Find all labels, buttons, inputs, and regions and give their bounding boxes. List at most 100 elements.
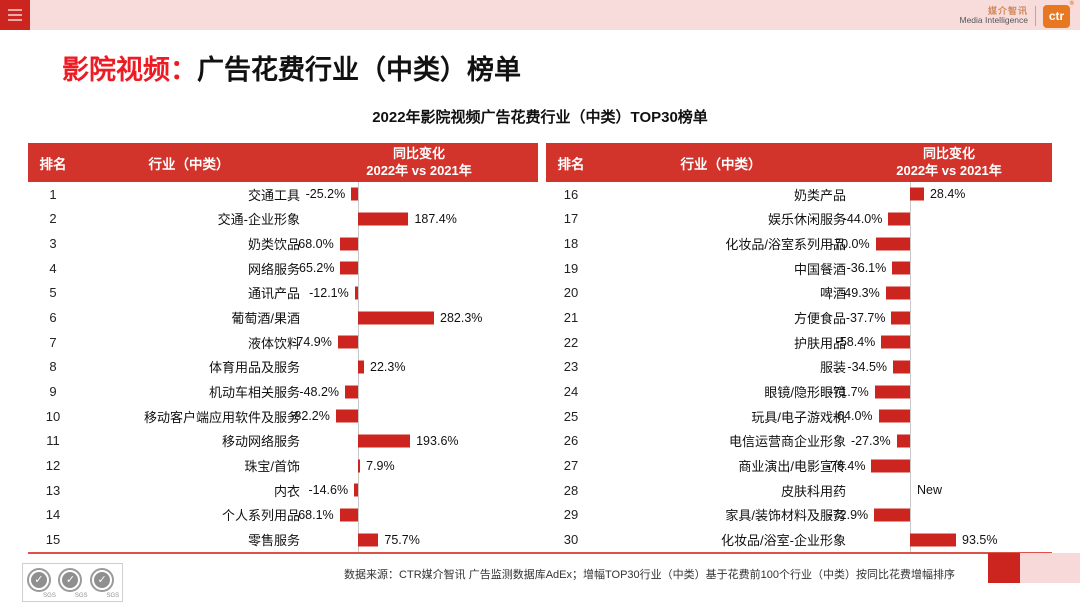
table-row: 20 啤酒 -49.3% xyxy=(546,281,1052,306)
rank-cell: 30 xyxy=(563,532,579,548)
ranking-table-16-30: 排名 行业（中类） 同比变化 2022年 vs 2021年 16 奶类产品 28.4… xyxy=(546,143,1052,552)
table-row: 13 内衣 -14.6% xyxy=(28,478,538,503)
table-row: 23 服装 -34.5% xyxy=(546,355,1052,380)
change-value: -68.1% xyxy=(294,507,334,522)
zero-axis-line xyxy=(910,182,911,552)
table-row: 4 网络服务 -65.2% xyxy=(28,256,538,281)
change-bar-cell: 282.3% xyxy=(300,305,538,330)
table-row: 2 交通-企业形象 187.4% xyxy=(28,207,538,232)
rank-cell: 29 xyxy=(563,507,579,523)
col-header-industry: 行业（中类） xyxy=(148,156,230,172)
table-row: 12 珠宝/首饰 7.9% xyxy=(28,453,538,478)
table-row: 24 眼镜/隐形眼镜 -71.7% xyxy=(546,379,1052,404)
table-row: 21 方便食品 -37.7% xyxy=(546,305,1052,330)
rank-cell: 16 xyxy=(563,186,579,202)
change-bar xyxy=(335,409,358,423)
table-row: 8 体育用品及服务 22.3% xyxy=(28,355,538,380)
change-bar xyxy=(354,286,358,300)
change-bar-cell: -74.9% xyxy=(292,330,538,355)
change-bar-cell: -48.2% xyxy=(299,379,538,404)
page-title-prefix: 影院视频： xyxy=(62,55,197,85)
rank-cell: 4 xyxy=(49,260,57,276)
change-bar xyxy=(875,237,910,251)
change-bar-cell: -44.0% xyxy=(842,207,1052,232)
change-value: 22.3% xyxy=(370,359,406,374)
change-bar-cell: 93.5% xyxy=(846,527,1052,552)
chart-title: 2022年影院视频广告花费行业（中类）TOP30榜单 xyxy=(372,109,708,126)
change-value: -64.0% xyxy=(832,409,873,424)
brand-name-cn: 媒介智讯 xyxy=(987,5,1028,16)
table-row: 30 化妆品/浴室-企业形象 93.5% xyxy=(546,527,1052,552)
change-bar xyxy=(337,335,358,349)
sgs-logo-icon: ✓ SGS xyxy=(57,567,87,599)
change-bar xyxy=(910,533,956,547)
change-value: 7.9% xyxy=(366,458,395,473)
change-bar-cell: -25.2% xyxy=(300,182,538,207)
rank-cell: 28 xyxy=(563,482,579,498)
hamburger-menu-icon[interactable] xyxy=(0,0,30,30)
industry-cell: 移动客户端应用软件及服务 xyxy=(143,409,300,425)
change-value: -44.0% xyxy=(842,211,883,226)
industry-cell: 网络服务 xyxy=(247,261,300,277)
change-bar xyxy=(885,286,910,300)
rank-cell: 2 xyxy=(49,211,57,227)
change-bar xyxy=(340,261,358,275)
change-value: -82.2% xyxy=(290,409,330,424)
table-header: 排名 行业（中类） 同比变化 2022年 vs 2021年 xyxy=(546,143,1052,182)
table-body: 1 交通工具 -25.2% 2 交通-企业形象 187.4% 3 奶类饮品 -68.0% 4 网络服… xyxy=(28,182,538,552)
rank-cell: 3 xyxy=(49,236,57,252)
sgs-logo-icon: ✓ SGS xyxy=(26,567,56,599)
change-bar-cell: -27.3% xyxy=(846,429,1052,454)
col-header-rank: 排名 xyxy=(557,156,585,172)
table-header: 排名 行业（中类） 同比变化 2022年 vs 2021年 xyxy=(28,143,538,182)
table-row: 3 奶类饮品 -68.0% xyxy=(28,231,538,256)
col-header-rank: 排名 xyxy=(39,156,67,172)
change-value: -48.2% xyxy=(299,384,340,399)
data-source-note: 数据来源：CTR媒介智讯 广告监测数据库AdEx；增幅TOP30行业（中类）基于… xyxy=(344,569,955,581)
change-bar-cell: -64.0% xyxy=(833,404,1052,429)
table-row: 27 商业演出/电影宣传 -78.4% xyxy=(546,453,1052,478)
table-row: 5 通讯产品 -12.1% xyxy=(28,281,538,306)
change-value: -78.4% xyxy=(825,458,866,473)
change-bar xyxy=(358,311,434,325)
change-value: New xyxy=(917,483,943,498)
table-row: 1 交通工具 -25.2% xyxy=(28,182,538,207)
industry-cell: 奶类产品 xyxy=(793,187,846,203)
rank-cell: 7 xyxy=(49,334,57,350)
rank-cell: 10 xyxy=(45,408,61,424)
rank-cell: 24 xyxy=(563,384,579,400)
industry-cell: 方便食品 xyxy=(793,311,846,327)
change-bar-cell: 193.6% xyxy=(300,429,538,454)
rank-cell: 13 xyxy=(45,482,61,498)
change-value: -25.2% xyxy=(305,187,346,202)
change-bar-cell: -37.7% xyxy=(846,305,1052,330)
change-bar xyxy=(358,459,361,473)
ctr-logo: ctr ® xyxy=(1043,1,1074,28)
change-bar-cell: 187.4% xyxy=(300,207,538,232)
page-title-main: 广告花费行业（中类）榜单 xyxy=(197,55,521,85)
change-bar-cell: -68.1% xyxy=(294,503,538,528)
rank-cell: 1 xyxy=(49,186,57,202)
change-bar xyxy=(881,335,910,349)
table-row: 22 护肤用品 -58.4% xyxy=(546,330,1052,355)
industry-cell: 交通-企业形象 xyxy=(217,212,300,228)
change-bar-cell: -78.4% xyxy=(826,453,1052,478)
industry-cell: 个人系列用品 xyxy=(221,508,300,524)
change-bar xyxy=(888,212,910,226)
change-value: -37.7% xyxy=(845,310,886,325)
table-row: 18 化妆品/浴室系列用品 -70.0% xyxy=(546,231,1052,256)
corner-pink-block xyxy=(1020,553,1080,583)
rank-cell: 25 xyxy=(563,408,579,424)
table-row: 16 奶类产品 28.4% xyxy=(546,182,1052,207)
registered-mark: ® xyxy=(1069,0,1074,7)
industry-cell: 通讯产品 xyxy=(247,286,300,302)
change-bar-cell: -36.1% xyxy=(846,256,1052,281)
table-row: 28 皮肤科用药 New xyxy=(546,478,1052,503)
change-bar xyxy=(345,385,358,399)
change-bar xyxy=(358,434,411,448)
ranking-table-1-15: 排名 行业（中类） 同比变化 2022年 vs 2021年 1 交通工具 -25.2… xyxy=(28,143,538,552)
col-header-change: 同比变化 2022年 vs 2021年 xyxy=(366,146,472,178)
rank-cell: 12 xyxy=(45,458,61,474)
rank-cell: 20 xyxy=(563,285,579,301)
